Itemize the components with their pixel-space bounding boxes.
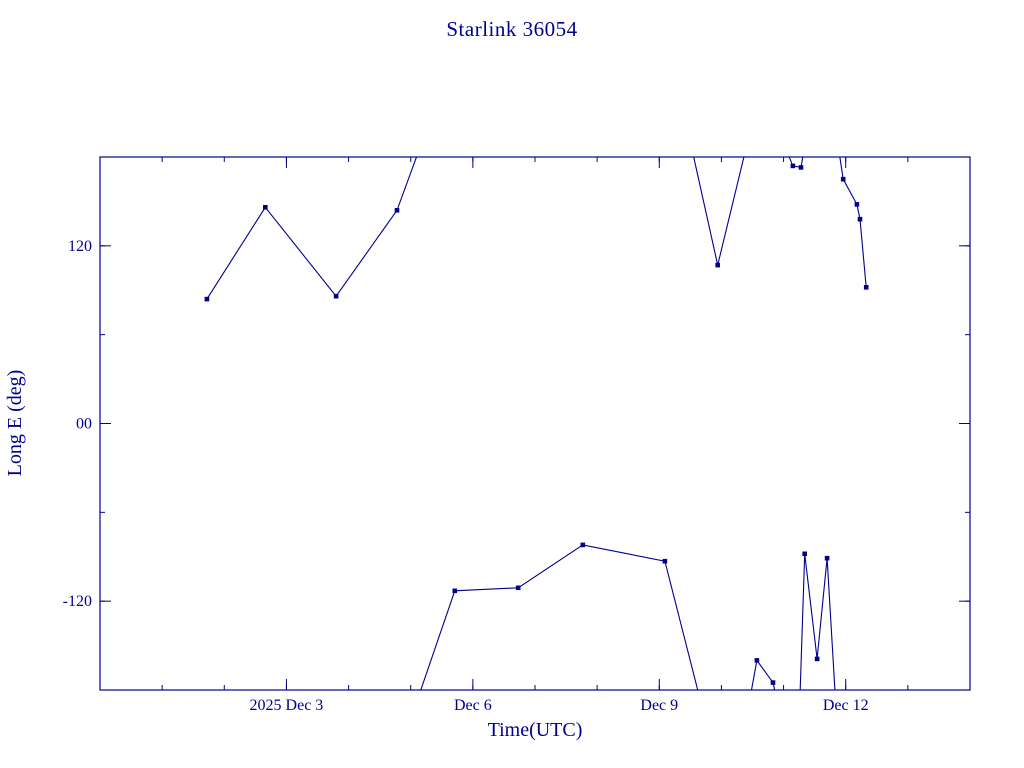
data-point-marker xyxy=(204,296,210,302)
x-tick-label: Dec 6 xyxy=(454,697,492,714)
y-tick-label: 00 xyxy=(76,416,92,433)
data-point-marker xyxy=(452,588,458,594)
data-point-marker xyxy=(824,555,830,561)
data-point-marker xyxy=(394,208,400,213)
data-point-marker xyxy=(515,585,521,591)
data-point-marker xyxy=(754,658,760,663)
data-point-marker xyxy=(814,656,820,662)
series-segment xyxy=(799,553,836,690)
series-segment xyxy=(693,157,745,266)
data-point-marker xyxy=(854,202,860,207)
data-point-marker xyxy=(857,216,863,222)
series-segment xyxy=(839,157,867,288)
data-point-marker xyxy=(802,551,807,557)
series-segment xyxy=(206,157,418,300)
series-segment xyxy=(420,544,699,690)
plot-frame xyxy=(99,156,971,691)
chart-title: Starlink 36054 xyxy=(446,17,578,41)
series-segment xyxy=(788,157,804,169)
series-segment xyxy=(750,659,776,690)
data-point-marker xyxy=(662,558,668,564)
data-point-marker xyxy=(790,163,796,169)
data-point-marker xyxy=(798,165,804,170)
y-tick-label: 120 xyxy=(68,238,92,255)
data-point-marker xyxy=(263,205,268,210)
data-point-marker xyxy=(715,262,720,268)
data-point-marker xyxy=(770,680,776,685)
x-tick-label: Dec 9 xyxy=(640,697,678,714)
x-tick-label: 2025 Dec 3 xyxy=(250,697,324,714)
data-point-marker xyxy=(333,293,339,299)
data-point-marker xyxy=(580,542,586,548)
data-point-marker xyxy=(840,176,846,182)
y-tick-label: -120 xyxy=(63,593,92,610)
x-axis-label: Time(UTC) xyxy=(487,719,583,741)
x-tick-label: Dec 12 xyxy=(823,697,869,714)
data-point-marker xyxy=(863,285,869,290)
